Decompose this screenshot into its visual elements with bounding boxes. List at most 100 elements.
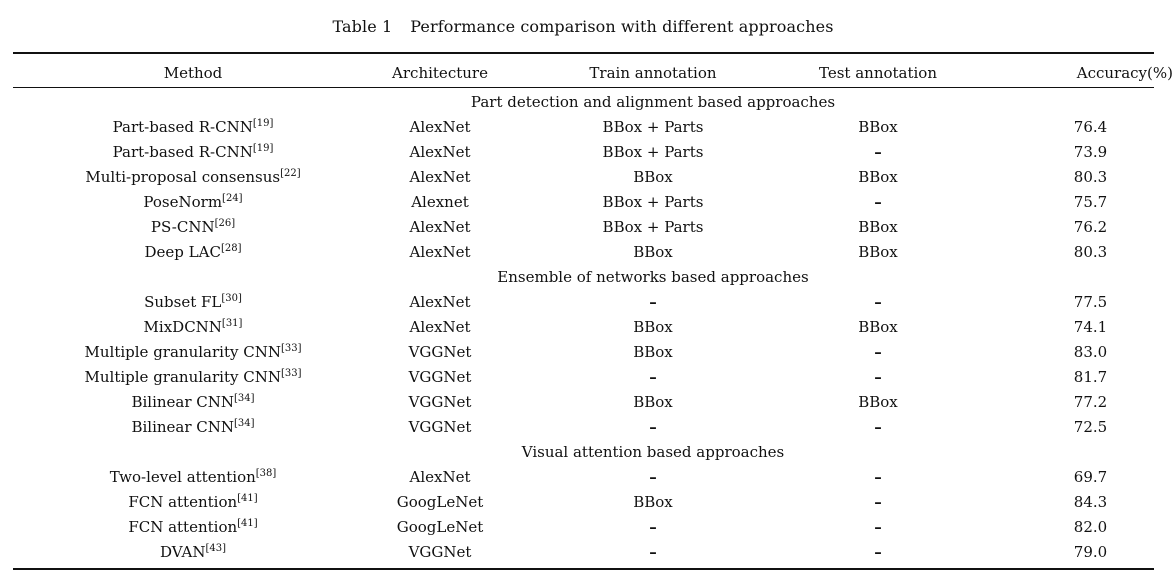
method-reference: [24] [222, 193, 243, 204]
test-annotation-cell: BBox [793, 240, 963, 265]
accuracy-cell: 80.3 [1003, 165, 1176, 190]
method-reference: [43] [206, 543, 227, 554]
method-reference: [41] [237, 493, 258, 504]
method-cell: PS-CNN[26] [28, 215, 358, 240]
table-row: Deep LAC[28] AlexNet BBox BBox 80.3 [13, 240, 1154, 265]
table-row: Bilinear CNN[34] VGGNet – –72.5 [13, 415, 1154, 440]
table-bottom-rule [13, 568, 1154, 570]
table-row: Subset FL[30] AlexNet – –77.5 [13, 290, 1154, 315]
method-name: PS-CNN [151, 218, 215, 236]
method-cell: DVAN[43] [28, 540, 358, 565]
test-annotation-cell: – [793, 340, 963, 365]
table-row: Multiple granularity CNN[33] VGGNet BBox –8… [13, 340, 1154, 365]
method-reference: [33] [281, 343, 302, 354]
accuracy-cell: 74.1 [1003, 315, 1176, 340]
table-caption: Table 1 Performance comparison with diffe… [0, 17, 1166, 36]
method-cell: Multiple granularity CNN[33] [28, 365, 358, 390]
train-annotation-cell: BBox [553, 390, 753, 415]
test-annotation-cell: BBox [793, 315, 963, 340]
method-name: Deep LAC [145, 243, 221, 261]
method-cell: Part-based R-CNN[19] [28, 115, 358, 140]
table-header-row: Method Architecture Train annotation Tes… [13, 54, 1154, 87]
method-name: FCN attention [128, 518, 237, 536]
architecture-cell: VGGNet [355, 390, 525, 415]
method-name: Multiple granularity CNN [85, 368, 281, 386]
test-annotation-cell: – [793, 490, 963, 515]
table-row: Part-based R-CNN[19] AlexNet BBox + Parts –… [13, 140, 1154, 165]
accuracy-cell: 73.9 [1003, 140, 1176, 165]
table-row: FCN attention[41] GoogLeNet BBox – 84.3 [13, 490, 1154, 515]
section-title: Part detection and alignment based appro… [363, 90, 943, 115]
train-annotation-cell: – [553, 290, 753, 315]
architecture-cell: VGGNet [355, 540, 525, 565]
section-title: Ensemble of networks based approaches [363, 265, 943, 290]
table-caption-title: Performance comparison with different ap… [410, 17, 833, 36]
header-test-annotation: Test annotation [793, 54, 963, 92]
method-reference: [19] [253, 118, 274, 129]
method-reference: [41] [237, 518, 258, 529]
comparison-table: Method Architecture Train annotation Tes… [13, 52, 1154, 570]
table-row: PS-CNN[26] AlexNet BBox + Parts BBox 76.2 [13, 215, 1154, 240]
method-reference: [22] [280, 168, 301, 179]
test-annotation-cell: – [793, 365, 963, 390]
table-row: Bilinear CNN[34] VGGNet BBox BBox 77.2 [13, 390, 1154, 415]
method-cell: Bilinear CNN[34] [28, 415, 358, 440]
method-reference: [34] [234, 418, 255, 429]
method-cell: MixDCNN[31] [28, 315, 358, 340]
method-name: FCN attention [128, 493, 237, 511]
table-row: Multi-proposal consensus[22] AlexNet BBox B… [13, 165, 1154, 190]
architecture-cell: AlexNet [355, 290, 525, 315]
architecture-cell: GoogLeNet [355, 490, 525, 515]
train-annotation-cell: BBox [553, 165, 753, 190]
train-annotation-cell: – [553, 415, 753, 440]
accuracy-cell: 76.4 [1003, 115, 1176, 140]
test-annotation-cell: BBox [793, 115, 963, 140]
method-name: Part-based R-CNN [113, 143, 253, 161]
train-annotation-cell: BBox [553, 490, 753, 515]
train-annotation-cell: BBox + Parts [553, 115, 753, 140]
accuracy-cell: 75.7 [1003, 190, 1176, 215]
method-name: Multi-proposal consensus [85, 168, 280, 186]
train-annotation-cell: BBox [553, 315, 753, 340]
method-cell: Bilinear CNN[34] [28, 390, 358, 415]
method-cell: Deep LAC[28] [28, 240, 358, 265]
architecture-cell: GoogLeNet [355, 515, 525, 540]
accuracy-cell: 69.7 [1003, 465, 1176, 490]
test-annotation-cell: – [793, 465, 963, 490]
method-cell: Multiple granularity CNN[33] [28, 340, 358, 365]
architecture-cell: AlexNet [355, 240, 525, 265]
train-annotation-cell: – [553, 515, 753, 540]
architecture-cell: AlexNet [355, 140, 525, 165]
table-row: Part-based R-CNN[19] AlexNet BBox + Parts B… [13, 115, 1154, 140]
method-name: MixDCNN [144, 318, 222, 336]
accuracy-cell: 81.7 [1003, 365, 1176, 390]
method-reference: [33] [281, 368, 302, 379]
table-row: PoseNorm[24] Alexnet BBox + Parts –75.7 [13, 190, 1154, 215]
method-name: Part-based R-CNN [113, 118, 253, 136]
table-row: DVAN[43] VGGNet – – 79.0 [13, 540, 1154, 565]
header-method: Method [28, 54, 358, 92]
method-reference: [26] [215, 218, 236, 229]
header-accuracy: Accuracy(%) [1003, 54, 1173, 92]
train-annotation-cell: – [553, 365, 753, 390]
architecture-cell: Alexnet [355, 190, 525, 215]
test-annotation-cell: – [793, 415, 963, 440]
method-reference: [19] [253, 143, 274, 154]
method-reference: [38] [256, 468, 277, 479]
table-row: Two-level attention[38] AlexNet – –69.7 [13, 465, 1154, 490]
test-annotation-cell: – [793, 190, 963, 215]
test-annotation-cell: BBox [793, 390, 963, 415]
test-annotation-cell: – [793, 140, 963, 165]
method-name: DVAN [160, 543, 206, 561]
method-cell: Two-level attention[38] [28, 465, 358, 490]
method-name: Bilinear CNN [131, 393, 234, 411]
test-annotation-cell: – [793, 515, 963, 540]
accuracy-cell: 79.0 [1003, 540, 1176, 565]
method-reference: [31] [222, 318, 243, 329]
method-cell: Subset FL[30] [28, 290, 358, 315]
section-title: Visual attention based approaches [363, 440, 943, 465]
method-cell: FCN attention[41] [28, 515, 358, 540]
table-caption-label: Table 1 [332, 17, 392, 36]
train-annotation-cell: BBox + Parts [553, 215, 753, 240]
accuracy-cell: 72.5 [1003, 415, 1176, 440]
